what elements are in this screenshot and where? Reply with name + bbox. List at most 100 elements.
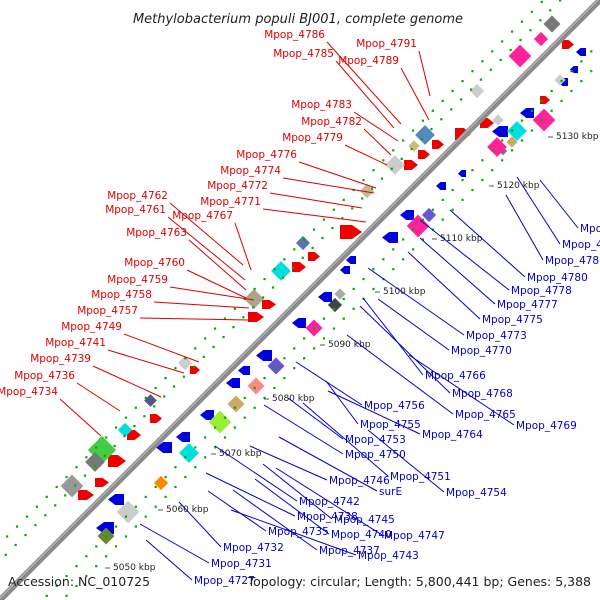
gene-label-reverse[interactable]: Mpop_4790 [580,223,600,235]
gene-block[interactable] [271,261,291,281]
gene-block[interactable] [267,357,285,375]
gene-arrow-reverse[interactable] [400,210,414,220]
gene-block[interactable] [295,235,311,251]
gene-label-forward[interactable]: Mpop_4739 [30,353,91,365]
gene-arrow-forward[interactable] [108,455,126,467]
gene-label-forward[interactable]: Mpop_4734 [0,386,58,398]
gene-label-forward[interactable]: Mpop_4776 [236,149,297,161]
gene-label-reverse[interactable]: Mpop_4731 [211,558,272,570]
gene-label-reverse[interactable]: Mpop_4764 [422,429,483,441]
gene-arrow-reverse[interactable] [458,170,466,177]
gene-label-reverse[interactable]: Mpop_4777 [497,299,558,311]
gene-block[interactable] [469,83,485,99]
gene-arrow-reverse[interactable] [382,232,398,243]
gene-label-forward[interactable]: Mpop_4785 [273,48,334,60]
gene-label-reverse[interactable]: Mpop_4773 [466,330,527,342]
gene-label-reverse[interactable]: Mpop_4743 [358,550,419,562]
gene-arrow-reverse[interactable] [576,48,586,56]
gene-label-forward[interactable]: Mpop_4789 [338,55,399,67]
gene-label-forward[interactable]: Mpop_4749 [61,321,122,333]
gene-arrow-reverse[interactable] [492,126,508,137]
gene-label-reverse[interactable]: Mpop_4778 [511,285,572,297]
gene-label-reverse[interactable]: Mpop_4732 [223,542,284,554]
gene-label-forward[interactable]: Mpop_4771 [200,196,261,208]
gene-label-forward[interactable]: Mpop_4760 [124,257,185,269]
gene-arrow-reverse[interactable] [176,432,190,442]
gene-arrow-reverse[interactable] [200,410,214,420]
gene-label-reverse[interactable]: Mpop_4780 [527,272,588,284]
gene-label-forward[interactable]: Mpop_4759 [107,274,168,286]
gene-label-reverse[interactable]: Mpop_4746 [329,475,390,487]
gene-block[interactable] [244,289,264,309]
gene-label-reverse[interactable]: Mpop_4766 [425,370,486,382]
gene-arrow-forward[interactable] [190,366,200,374]
gene-block[interactable] [508,44,532,68]
gene-block[interactable] [334,288,346,300]
gene-label-reverse[interactable]: Mpop_4768 [452,388,513,400]
gene-arrow-reverse[interactable] [292,318,306,328]
gene-arrow-forward[interactable] [418,150,430,159]
gene-block[interactable] [532,108,556,132]
gene-arrow-reverse[interactable] [256,350,272,361]
gene-label-forward[interactable]: Mpop_4782 [301,116,362,128]
gene-arrow-forward[interactable] [404,160,418,170]
gene-block[interactable] [177,355,193,371]
gene-label-forward[interactable]: Mpop_4791 [356,38,417,50]
gene-arrow-forward[interactable] [432,140,444,149]
gene-arrow-forward[interactable] [95,478,109,487]
gene-label-reverse[interactable]: Mpop_4775 [482,314,543,326]
gene-label-reverse[interactable]: Mpop_4742 [299,496,360,508]
gene-block[interactable] [359,183,375,199]
gene-label-forward[interactable]: Mpop_4762 [107,190,168,202]
gene-label-forward[interactable]: Mpop_4736 [14,370,75,382]
gene-block[interactable] [543,15,561,33]
gene-arrow-reverse[interactable] [346,256,356,264]
gene-label-forward[interactable]: Mpop_4757 [77,305,138,317]
gene-label-reverse[interactable]: surE [379,486,402,498]
gene-label-forward[interactable]: Mpop_4741 [45,337,106,349]
gene-arrow-reverse[interactable] [96,522,114,534]
gene-label-reverse[interactable]: Mpop_4747 [384,530,445,542]
gene-label-forward[interactable]: Mpop_4779 [282,132,343,144]
gene-block[interactable] [421,207,437,223]
gene-block[interactable] [117,422,133,438]
gene-block[interactable] [492,114,504,126]
gene-arrow-forward[interactable] [308,252,320,261]
gene-label-reverse[interactable]: Mpop_4754 [446,487,507,499]
gene-label-reverse[interactable]: Mpop_4738 [297,511,358,523]
gene-label-forward[interactable]: Mpop_4763 [126,227,187,239]
gene-block[interactable] [227,395,245,413]
gene-block[interactable] [533,31,549,47]
gene-label-reverse[interactable]: Mpop_4735 [268,526,329,538]
gene-arrow-reverse[interactable] [520,108,534,118]
gene-arrow-forward[interactable] [340,225,362,239]
gene-label-forward[interactable]: Mpop_4772 [207,180,268,192]
gene-block[interactable] [247,377,265,395]
gene-label-forward[interactable]: Mpop_4774 [220,165,281,177]
gene-block[interactable] [415,125,435,145]
gene-arrow-forward[interactable] [292,262,306,272]
gene-block[interactable] [507,121,527,141]
gene-label-reverse[interactable]: Mpop_4765 [455,409,516,421]
gene-label-forward[interactable]: Mpop_4767 [172,210,233,222]
gene-arrow-reverse[interactable] [340,266,350,274]
gene-arrow-reverse[interactable] [318,292,332,302]
gene-arrow-reverse[interactable] [436,182,446,190]
gene-label-reverse[interactable]: Mpop_4755 [360,419,421,431]
gene-block[interactable] [179,443,199,463]
gene-label-reverse[interactable]: Mpop_4769 [516,420,577,432]
gene-label-reverse[interactable]: Mpop_4745 [334,514,395,526]
gene-label-reverse[interactable]: Mpop_4784 [562,239,600,251]
gene-arrow-forward[interactable] [127,430,141,440]
gene-arrow-forward[interactable] [262,300,276,309]
gene-label-reverse[interactable]: Mpop_4751 [390,471,451,483]
gene-arrow-forward[interactable] [540,96,550,104]
gene-arrow-forward[interactable] [150,414,162,423]
gene-arrow-reverse[interactable] [238,366,250,375]
gene-label-forward[interactable]: Mpop_4761 [105,204,166,216]
gene-block[interactable] [506,136,518,148]
gene-label-reverse[interactable]: Mpop_4756 [364,400,425,412]
gene-label-reverse[interactable]: Mpop_4753 [345,434,406,446]
gene-label-reverse[interactable]: Mpop_4740 [331,529,392,541]
gene-label-reverse[interactable]: Mpop_4770 [451,345,512,357]
